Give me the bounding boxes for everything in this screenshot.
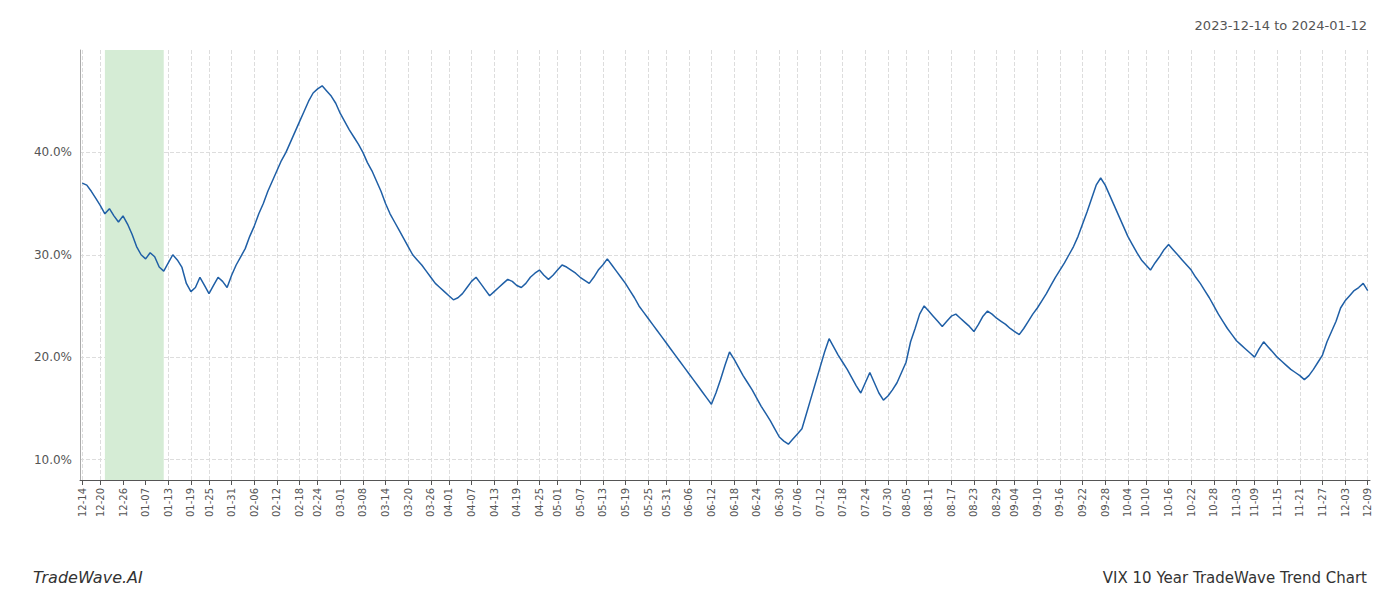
svg-text:05-13: 05-13 [597, 488, 608, 517]
svg-text:02-12: 02-12 [271, 488, 282, 517]
svg-text:10-04: 10-04 [1122, 488, 1133, 517]
svg-text:30.0%: 30.0% [34, 248, 72, 262]
svg-text:12-09: 12-09 [1362, 488, 1373, 517]
svg-text:06-06: 06-06 [683, 488, 694, 517]
svg-text:11-27: 11-27 [1317, 488, 1328, 517]
svg-text:10-28: 10-28 [1208, 488, 1219, 517]
svg-text:12-03: 12-03 [1340, 488, 1351, 517]
svg-text:03-14: 03-14 [380, 488, 391, 517]
svg-text:01-19: 01-19 [185, 488, 196, 517]
svg-text:08-11: 08-11 [923, 488, 934, 517]
svg-text:20.0%: 20.0% [34, 350, 72, 364]
svg-text:04-13: 04-13 [489, 488, 500, 517]
svg-text:09-04: 09-04 [1009, 488, 1020, 517]
svg-text:04-07: 04-07 [466, 488, 477, 517]
svg-text:04-19: 04-19 [511, 488, 522, 517]
svg-text:10-22: 10-22 [1186, 488, 1197, 517]
svg-text:08-17: 08-17 [946, 488, 957, 517]
svg-text:04-25: 04-25 [534, 488, 545, 517]
svg-text:01-07: 01-07 [140, 488, 151, 517]
svg-text:03-26: 03-26 [425, 488, 436, 517]
svg-text:07-06: 07-06 [792, 488, 803, 517]
svg-text:11-21: 11-21 [1294, 488, 1305, 517]
svg-text:01-13: 01-13 [163, 488, 174, 517]
svg-text:10-10: 10-10 [1140, 488, 1151, 517]
svg-text:10-16: 10-16 [1163, 488, 1174, 517]
svg-text:12-26: 12-26 [118, 488, 129, 517]
svg-text:05-19: 05-19 [620, 488, 631, 517]
svg-text:VIX 10 Year TradeWave Trend Ch: VIX 10 Year TradeWave Trend Chart [1103, 569, 1367, 587]
svg-text:09-28: 09-28 [1100, 488, 1111, 517]
svg-text:12-20: 12-20 [95, 488, 106, 517]
svg-text:02-06: 02-06 [249, 488, 260, 517]
svg-text:02-24: 02-24 [312, 488, 323, 517]
svg-text:09-16: 09-16 [1054, 488, 1065, 517]
svg-text:12-14: 12-14 [77, 488, 88, 517]
svg-text:11-03: 11-03 [1231, 488, 1242, 517]
svg-text:11-15: 11-15 [1272, 488, 1283, 517]
svg-text:01-31: 01-31 [226, 488, 237, 517]
svg-text:05-31: 05-31 [661, 488, 672, 517]
svg-text:40.0%: 40.0% [34, 145, 72, 159]
svg-text:02-18: 02-18 [294, 488, 305, 517]
svg-text:03-20: 03-20 [403, 488, 414, 517]
svg-text:11-09: 11-09 [1249, 488, 1260, 517]
svg-text:05-01: 05-01 [552, 488, 563, 517]
svg-text:04-01: 04-01 [443, 488, 454, 517]
svg-text:07-30: 07-30 [882, 488, 893, 517]
svg-text:08-29: 08-29 [991, 488, 1002, 517]
svg-text:10.0%: 10.0% [34, 453, 72, 467]
svg-text:06-18: 06-18 [729, 488, 740, 517]
svg-text:08-05: 08-05 [901, 488, 912, 517]
svg-text:05-07: 05-07 [575, 488, 586, 517]
svg-text:07-18: 07-18 [837, 488, 848, 517]
svg-text:05-25: 05-25 [643, 488, 654, 517]
svg-text:07-12: 07-12 [815, 488, 826, 517]
svg-text:09-22: 09-22 [1077, 488, 1088, 517]
svg-text:01-25: 01-25 [204, 488, 215, 517]
svg-text:06-12: 06-12 [706, 488, 717, 517]
svg-text:03-08: 03-08 [357, 488, 368, 517]
svg-text:2023-12-14 to 2024-01-12: 2023-12-14 to 2024-01-12 [1195, 18, 1367, 33]
svg-text:TradeWave.AI: TradeWave.AI [33, 568, 143, 587]
svg-text:06-24: 06-24 [751, 488, 762, 517]
svg-text:07-24: 07-24 [860, 488, 871, 517]
svg-text:06-30: 06-30 [774, 488, 785, 517]
svg-text:03-01: 03-01 [335, 488, 346, 517]
svg-text:08-23: 08-23 [968, 488, 979, 517]
svg-text:09-10: 09-10 [1032, 488, 1043, 517]
